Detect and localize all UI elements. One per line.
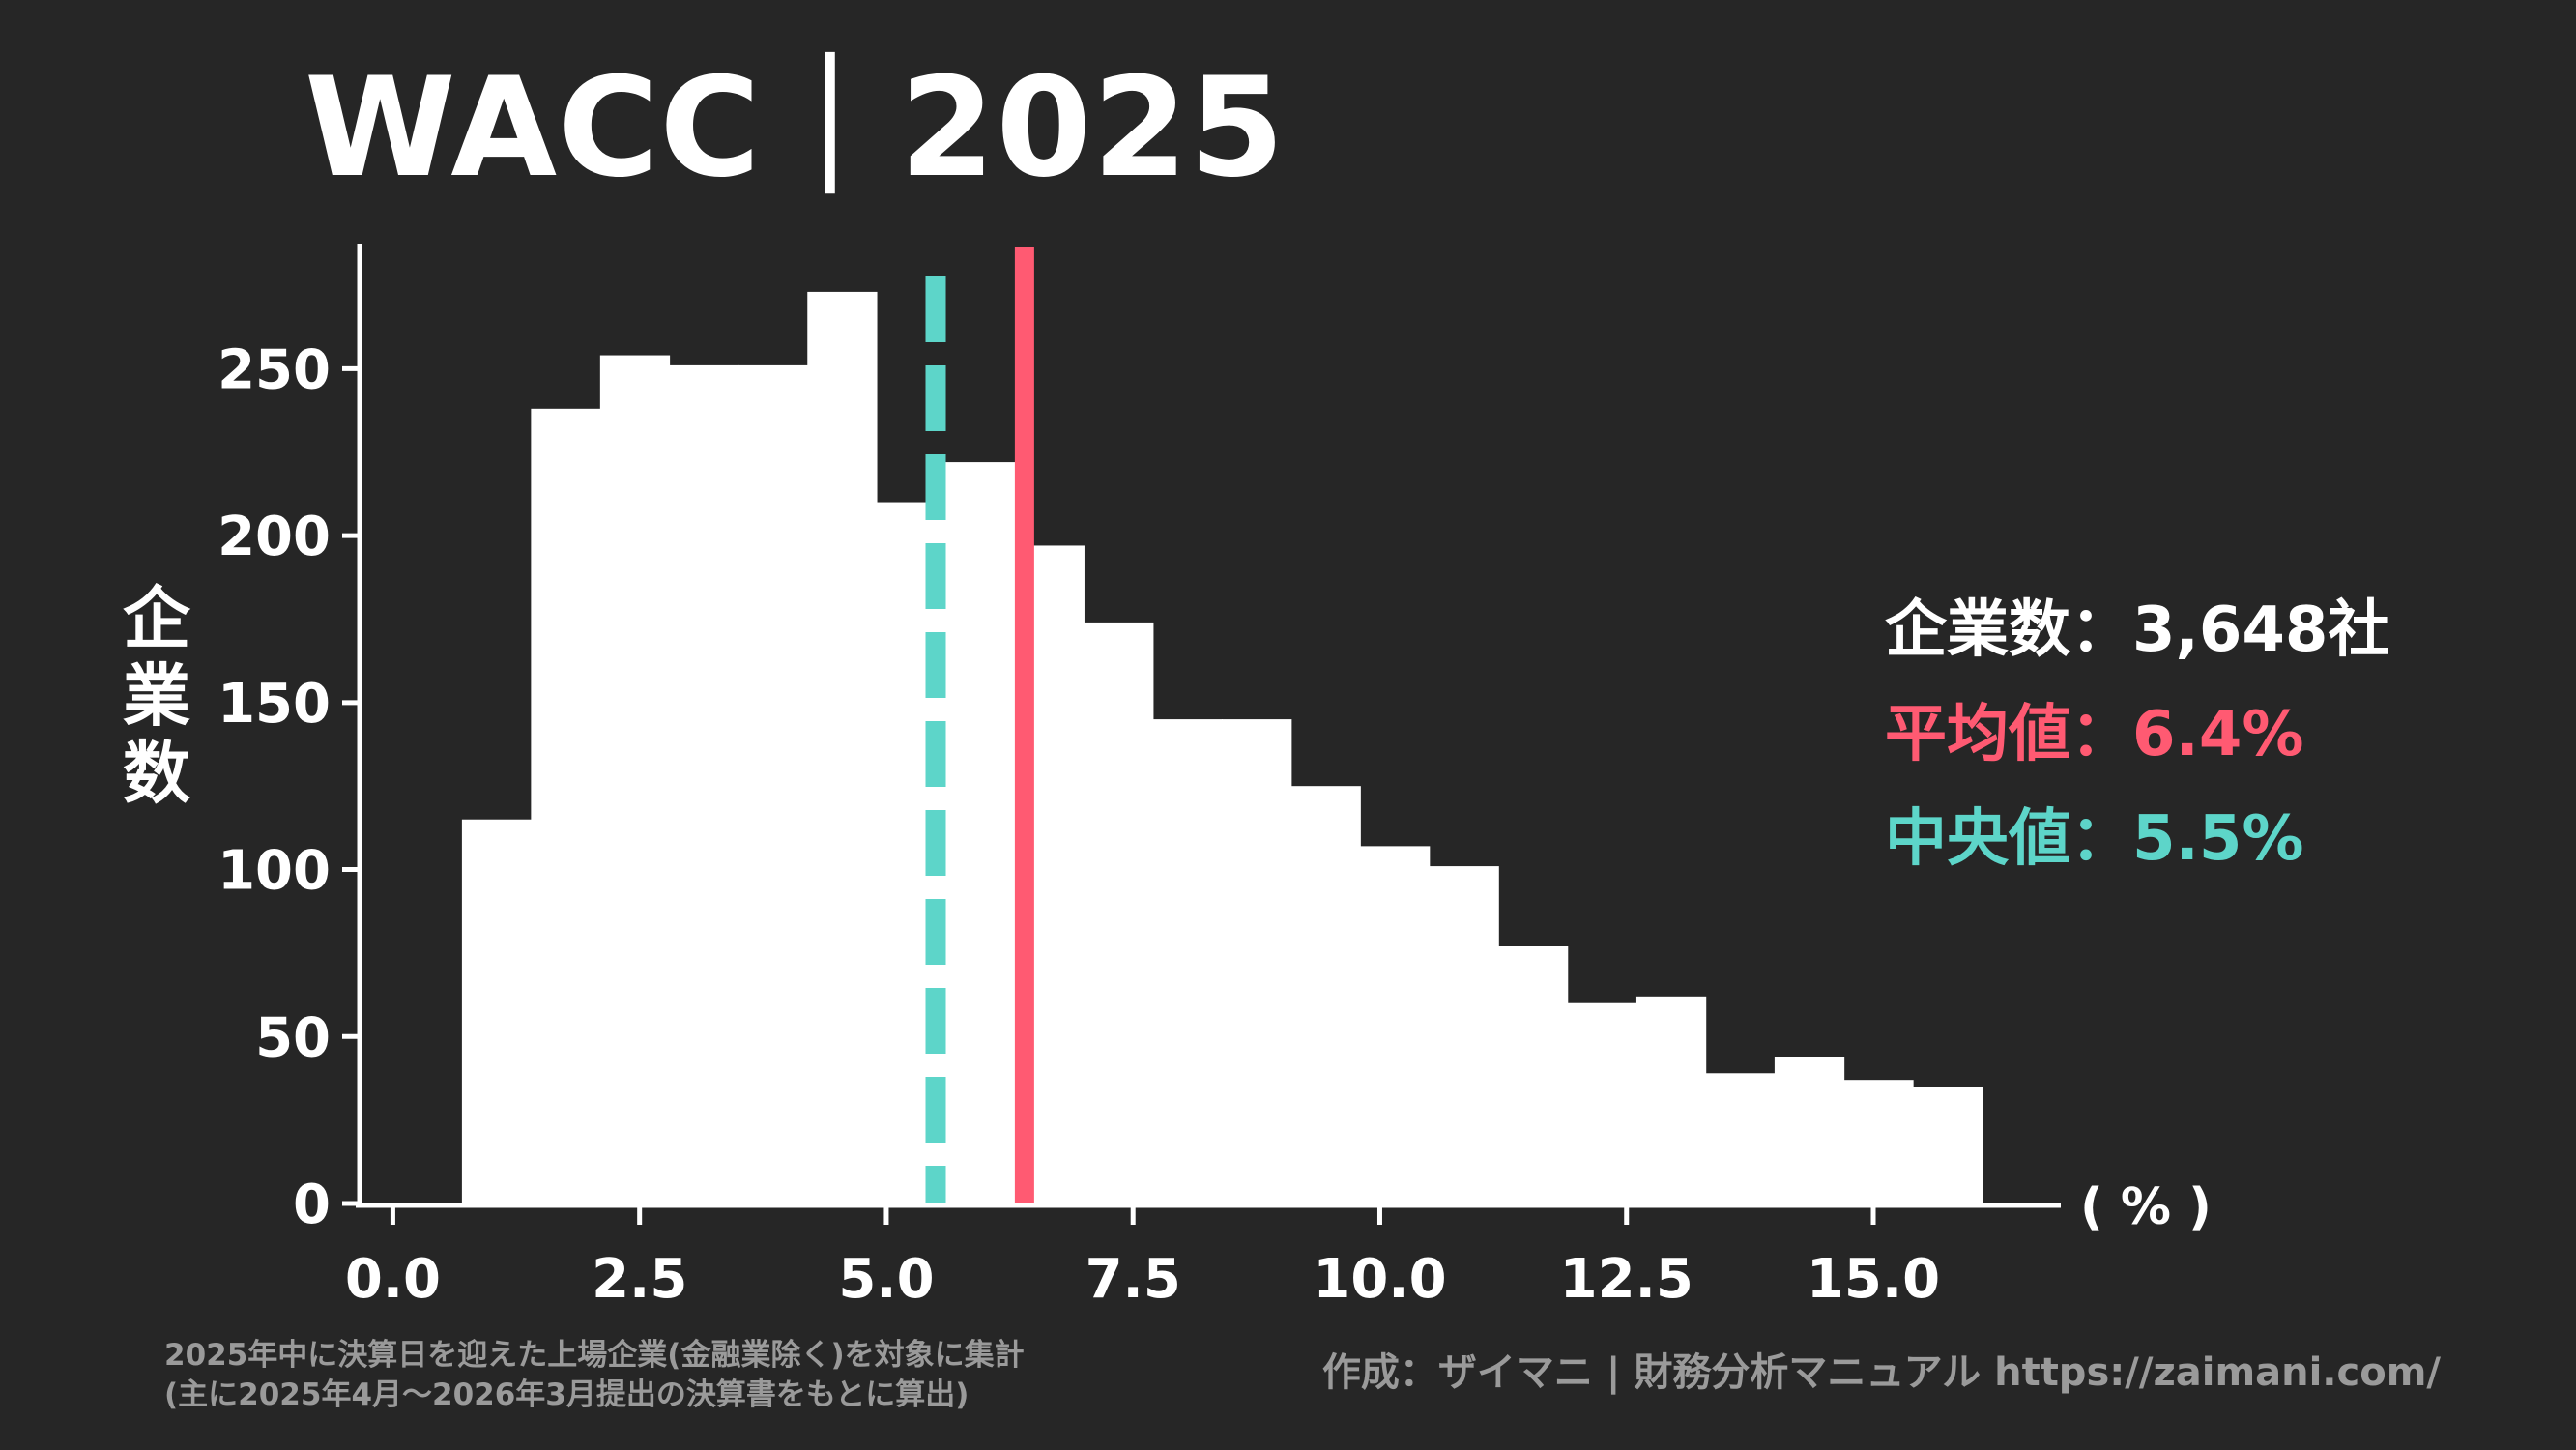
histogram-bar — [461, 819, 533, 1204]
y-tick-label: 0 — [293, 1174, 331, 1236]
stat-count-value: 3,648社 — [2132, 594, 2390, 666]
stat-median-value: 5.5% — [2132, 803, 2304, 875]
histogram-bar — [1152, 719, 1223, 1204]
histogram-bar — [1843, 1080, 1914, 1204]
x-tick-label: 5.0 — [838, 1248, 934, 1311]
reference-lines — [925, 247, 1034, 1204]
histogram-bars — [461, 291, 1983, 1204]
y-tick-label: 200 — [217, 506, 331, 568]
stat-separator: ： — [2070, 699, 2132, 770]
stat-mean-value: 6.4% — [2132, 699, 2304, 770]
stat-count-label: 企業数 — [1885, 594, 2070, 666]
x-axis-label: ( % ) — [2080, 1178, 2212, 1236]
stat-median-label: 中央値 — [1885, 803, 2070, 875]
stat-count: 企業数：3,648社 — [1885, 578, 2389, 682]
summary-stats: 企業数：3,648社 平均値：6.4% 中央値：5.5% — [1885, 578, 2389, 891]
histogram-bar — [807, 291, 878, 1204]
stat-median: 中央値：5.5% — [1885, 787, 2389, 891]
histogram-bar — [1567, 1002, 1637, 1204]
x-tick-label: 2.5 — [592, 1248, 687, 1311]
x-tick-label: 15.0 — [1807, 1248, 1940, 1311]
y-axis-label-char: 業 — [123, 656, 190, 736]
axes: 0 50 100 150 200 250 0.0 2.5 5.0 7.5 10.0 12.5 15.0 (… — [217, 244, 2212, 1311]
chart-title: WACC｜2025 — [304, 48, 1286, 208]
y-tick-label: 100 — [217, 840, 331, 903]
histogram-bar — [738, 364, 809, 1204]
footnote-line-1: 2025年中に決算日を迎えた上場企業(金融業除く)を対象に集計 — [164, 1338, 1025, 1373]
stat-mean-label: 平均値 — [1885, 699, 2070, 770]
histogram-bar — [599, 355, 671, 1204]
histogram-bar — [1774, 1057, 1845, 1204]
footnote-line-2: (主に2025年4月〜2026年3月提出の決算書をもとに算出) — [164, 1378, 970, 1412]
histogram-bar — [531, 408, 601, 1204]
x-tick-label: 7.5 — [1085, 1248, 1181, 1311]
histogram-bar — [1084, 622, 1154, 1204]
histogram-bar — [1290, 786, 1361, 1204]
y-axis-label-char: 企 — [123, 579, 190, 658]
stat-mean: 平均値：6.4% — [1885, 682, 2389, 787]
histogram-bar — [669, 364, 739, 1204]
x-tick-label: 0.0 — [345, 1248, 441, 1311]
histogram-bar — [1635, 996, 1707, 1204]
histogram-bar — [1222, 719, 1292, 1204]
histogram-bar — [945, 462, 1016, 1204]
x-tick-label: 10.0 — [1313, 1248, 1446, 1311]
stat-separator: ： — [2070, 594, 2132, 666]
y-tick-label: 50 — [255, 1006, 331, 1069]
y-axis-label-char: 数 — [123, 734, 190, 813]
histogram-bar — [1429, 866, 1499, 1204]
histogram-bar — [1498, 946, 1569, 1204]
stat-separator: ： — [2070, 803, 2132, 875]
y-tick-label: 250 — [217, 338, 331, 401]
histogram-bar — [1705, 1073, 1776, 1204]
x-tick-label: 12.5 — [1560, 1248, 1693, 1311]
histogram-bar — [1360, 846, 1431, 1204]
y-tick-label: 150 — [217, 673, 331, 736]
y-axis-label: 企 業 数 — [108, 580, 205, 812]
footnote: 2025年中に決算日を迎えた上場企業(金融業除く)を対象に集計 (主に2025年… — [164, 1336, 1025, 1415]
histogram-bar — [1912, 1087, 1983, 1204]
credit-text: 作成：ザイマニ | 財務分析マニュアル https://zaimani.com/ — [1321, 1350, 2441, 1395]
